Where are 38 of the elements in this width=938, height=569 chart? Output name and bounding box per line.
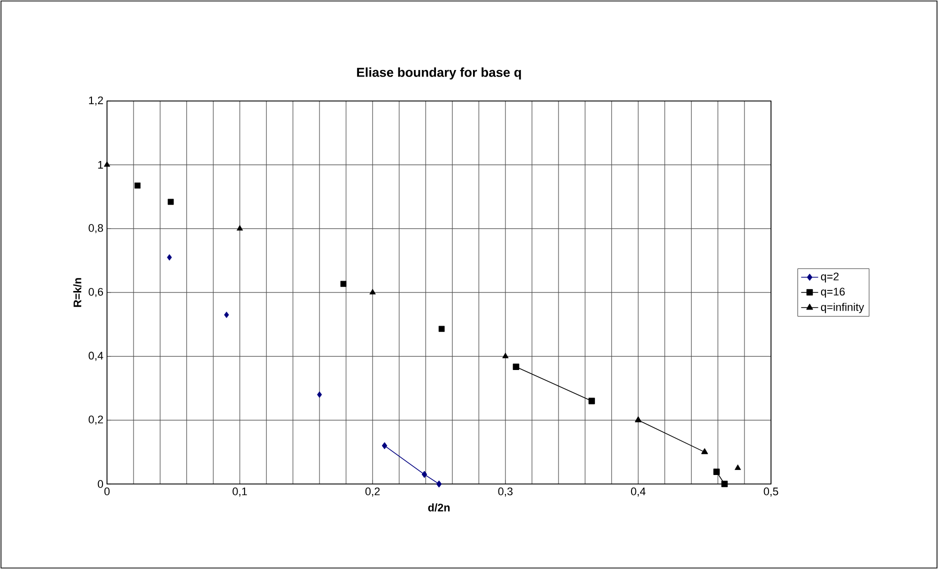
x-tick-label: 0,1 [232,488,247,497]
point [512,364,520,370]
y-tick-label: 0,2 [88,416,103,425]
y-axis-title: R=k/n [73,278,82,307]
legend-label: q=16 [821,288,845,298]
point [168,198,174,205]
y-tick-label: 0,8 [88,224,104,234]
point [713,468,720,476]
point [317,391,322,398]
point [236,225,243,231]
y-tick-label: 0,4 [88,352,104,361]
point [438,326,445,332]
legend-label: q=2 [821,272,839,283]
y-tick-label: 1 [98,161,103,169]
point [721,480,728,488]
x-axis-title: d/2n [428,503,450,512]
point [166,254,172,261]
y-tick-label: 0 [98,480,104,488]
point [369,288,376,294]
x-tick-label: 0,2 [365,488,380,497]
point [134,182,141,189]
y-tick-label: 1,2 [89,96,103,106]
x-tick-label: 0,4 [631,488,646,497]
point [588,398,595,404]
point [502,352,509,358]
point [734,464,741,470]
x-tick-label: 0,5 [764,488,778,497]
point [340,280,346,287]
point [224,312,229,318]
y-tick-label: 0,6 [88,288,104,298]
x-tick-label: 0,3 [498,488,513,497]
chart-title: Eliase boundary for base q [357,67,521,80]
point [422,471,428,478]
point [104,161,110,167]
point [436,480,442,488]
legend-label: q=infinity [821,302,864,314]
point [382,442,388,450]
x-tick-label: 0 [104,488,110,496]
